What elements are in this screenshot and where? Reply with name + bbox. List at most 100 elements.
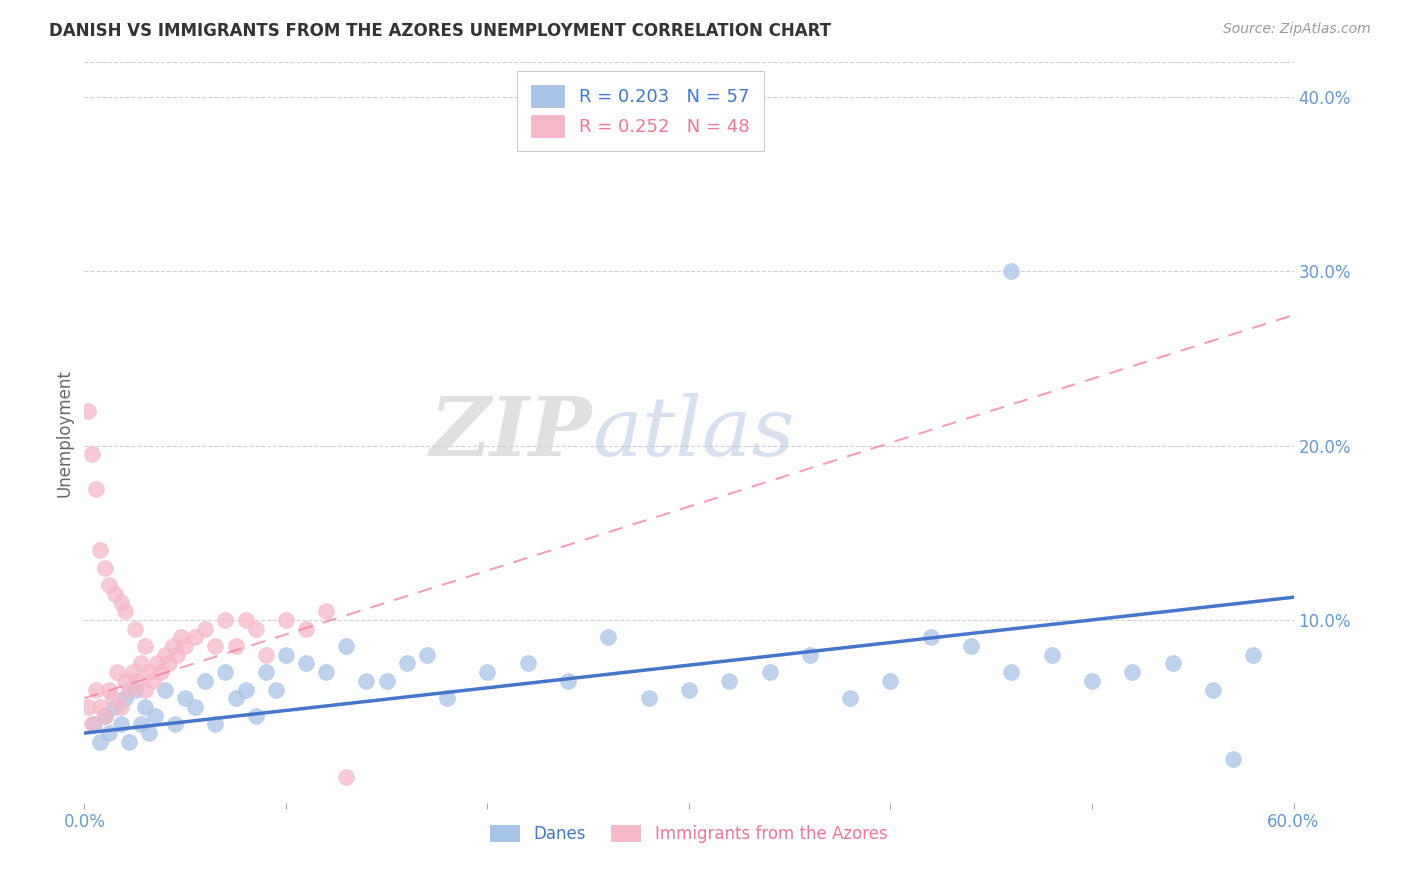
Point — [799, 648, 821, 662]
Point — [110, 700, 132, 714]
Point — [879, 673, 901, 688]
Point — [162, 639, 184, 653]
Point — [124, 682, 146, 697]
Point — [138, 665, 160, 680]
Point — [235, 613, 257, 627]
Point — [204, 639, 226, 653]
Point — [1081, 673, 1104, 688]
Point — [83, 717, 105, 731]
Point — [668, 125, 690, 139]
Point — [335, 770, 357, 784]
Point — [254, 665, 277, 680]
Point — [166, 648, 188, 662]
Point — [129, 717, 152, 731]
Point — [264, 682, 287, 697]
Point — [477, 665, 499, 680]
Point — [114, 673, 136, 688]
Point — [129, 657, 152, 671]
Point — [375, 673, 398, 688]
Point — [165, 717, 187, 731]
Point — [93, 560, 115, 574]
Point — [93, 708, 115, 723]
Point — [118, 735, 141, 749]
Point — [245, 622, 267, 636]
Point — [174, 691, 197, 706]
Text: ZIP: ZIP — [430, 392, 592, 473]
Point — [110, 717, 132, 731]
Point — [225, 639, 247, 653]
Point — [121, 665, 143, 680]
Point — [146, 657, 169, 671]
Point — [920, 630, 942, 644]
Point — [77, 404, 100, 418]
Point — [356, 673, 378, 688]
Point — [557, 673, 579, 688]
Point — [89, 735, 111, 749]
Point — [335, 639, 357, 653]
Point — [114, 691, 136, 706]
Point — [134, 700, 156, 714]
Point — [1121, 665, 1143, 680]
Point — [436, 691, 458, 706]
Point — [416, 648, 439, 662]
Point — [125, 673, 148, 688]
Point — [104, 587, 127, 601]
Point — [124, 622, 146, 636]
Point — [82, 717, 104, 731]
Point — [114, 604, 136, 618]
Point — [89, 700, 111, 714]
Point — [637, 691, 659, 706]
Point — [295, 622, 318, 636]
Point — [274, 648, 297, 662]
Point — [1040, 648, 1063, 662]
Point — [184, 700, 207, 714]
Point — [245, 708, 267, 723]
Point — [142, 673, 165, 688]
Point — [395, 657, 418, 671]
Point — [105, 665, 128, 680]
Point — [839, 691, 862, 706]
Point — [960, 639, 983, 653]
Y-axis label: Unemployment: Unemployment — [55, 368, 73, 497]
Point — [295, 657, 318, 671]
Point — [143, 708, 166, 723]
Point — [86, 482, 108, 496]
Point — [101, 691, 124, 706]
Point — [153, 648, 176, 662]
Point — [1241, 648, 1264, 662]
Text: DANISH VS IMMIGRANTS FROM THE AZORES UNEMPLOYMENT CORRELATION CHART: DANISH VS IMMIGRANTS FROM THE AZORES UNE… — [49, 22, 831, 40]
Point — [138, 726, 160, 740]
Point — [718, 673, 741, 688]
Point — [77, 700, 100, 714]
Point — [82, 447, 104, 461]
Point — [1202, 682, 1225, 697]
Point — [153, 682, 176, 697]
Point — [118, 682, 141, 697]
Point — [214, 613, 236, 627]
Point — [93, 708, 115, 723]
Text: atlas: atlas — [592, 392, 794, 473]
Point — [174, 639, 197, 653]
Point — [1000, 264, 1022, 278]
Point — [170, 630, 193, 644]
Point — [149, 665, 172, 680]
Point — [97, 578, 120, 592]
Point — [274, 613, 297, 627]
Text: Source: ZipAtlas.com: Source: ZipAtlas.com — [1223, 22, 1371, 37]
Point — [516, 657, 538, 671]
Point — [134, 682, 156, 697]
Point — [254, 648, 277, 662]
Legend: Danes, Immigrants from the Azores: Danes, Immigrants from the Azores — [484, 819, 894, 850]
Point — [184, 630, 207, 644]
Point — [86, 682, 108, 697]
Point — [758, 665, 780, 680]
Point — [110, 595, 132, 609]
Point — [315, 665, 337, 680]
Point — [315, 604, 337, 618]
Point — [214, 665, 236, 680]
Point — [97, 726, 120, 740]
Point — [678, 682, 700, 697]
Point — [194, 673, 217, 688]
Point — [1222, 752, 1244, 766]
Point — [235, 682, 257, 697]
